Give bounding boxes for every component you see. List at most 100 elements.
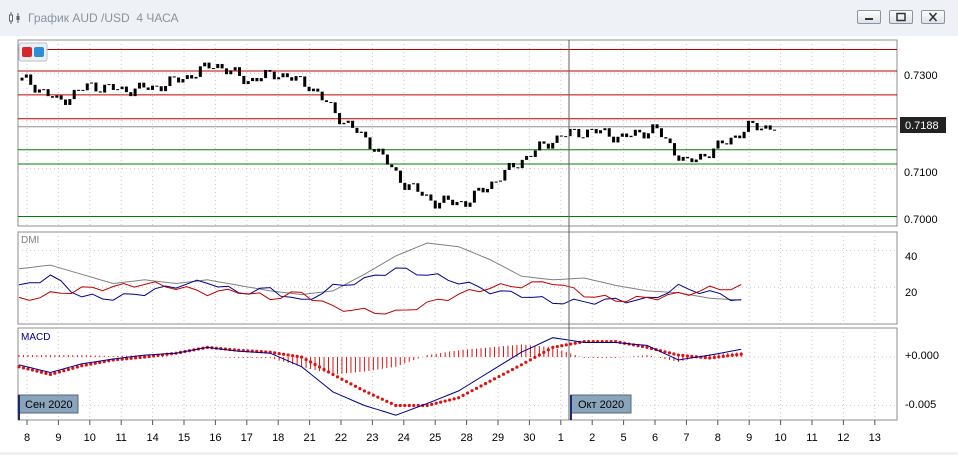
macd-signal-dot xyxy=(479,384,483,388)
candle-body xyxy=(359,131,363,133)
price-tick-1: 0.7100 xyxy=(904,167,938,179)
candle-body xyxy=(551,142,555,149)
chart-svg[interactable]: 0.7300 0.7100 0.7000 0.7188 DMI 40 20 MA… xyxy=(0,36,958,452)
current-price-badge xyxy=(900,117,946,133)
macd-signal-dot xyxy=(483,382,488,386)
dmi-pane[interactable] xyxy=(17,231,898,325)
candle-body xyxy=(85,83,89,91)
macd-signal-dot xyxy=(663,350,667,354)
date-label-sep: Сен 2020 xyxy=(25,399,73,411)
restore-icon xyxy=(896,12,906,22)
candle-body xyxy=(533,150,537,157)
candle-body xyxy=(459,201,463,203)
macd-signal-dot xyxy=(430,402,434,406)
x-tick-label: 9 xyxy=(55,432,61,444)
dmi-label: DMI xyxy=(21,235,39,246)
candle-body xyxy=(590,128,594,130)
candle-body xyxy=(120,86,124,90)
chart-area[interactable]: 0.7300 0.7100 0.7000 0.7188 DMI 40 20 MA… xyxy=(0,36,958,452)
candle-body xyxy=(612,136,616,143)
macd-signal-dot xyxy=(560,344,564,348)
candle-body xyxy=(346,120,350,123)
candle-body xyxy=(755,122,759,131)
candle-body xyxy=(394,167,398,171)
macd-signal-dot xyxy=(703,356,707,360)
x-tick-label: 13 xyxy=(869,432,881,444)
candle-body xyxy=(512,162,516,168)
macd-main-line xyxy=(18,337,742,416)
candle-body xyxy=(364,131,368,138)
candle-body xyxy=(681,156,685,161)
candle-body xyxy=(699,153,703,160)
red-square-icon[interactable] xyxy=(22,47,32,57)
candle-body xyxy=(33,84,37,93)
candle-body xyxy=(72,89,76,100)
candle-body xyxy=(625,133,629,138)
candle-body xyxy=(442,195,446,203)
macd-signal-dot xyxy=(282,352,286,356)
macd-signal-dot xyxy=(515,365,519,369)
candle-body xyxy=(198,66,202,77)
macd-signal-dot xyxy=(685,354,689,358)
candle-body xyxy=(603,128,607,131)
macd-signal-dot xyxy=(555,344,559,349)
macd-signal-dot xyxy=(492,377,497,381)
candle-body xyxy=(664,137,668,139)
macd-signal-dot xyxy=(129,356,133,360)
candle-body xyxy=(177,77,181,83)
macd-signal-dot xyxy=(497,374,501,379)
macd-signal-dot xyxy=(439,400,443,404)
candle-body xyxy=(159,86,163,92)
blue-square-icon[interactable] xyxy=(34,47,44,57)
x-tick-label: 22 xyxy=(335,432,347,444)
macd-signal-dot xyxy=(640,344,645,349)
x-tick-label: 23 xyxy=(366,432,378,444)
candle-body xyxy=(124,86,128,93)
price-pane[interactable] xyxy=(17,39,898,227)
x-axis: 8 9 10 11 14 15 16 17 18 21 22 23 24 25 28 29 30 1 2 5 6 7 8 9 1… xyxy=(24,420,881,444)
x-tick-label: 30 xyxy=(523,432,535,444)
candle-body xyxy=(316,88,320,92)
x-tick-label: 5 xyxy=(621,432,627,444)
candle-body xyxy=(655,124,659,129)
macd-signal-dot xyxy=(528,358,532,362)
macd-signal-dot xyxy=(533,355,537,359)
candle-body xyxy=(525,155,529,160)
candle-body xyxy=(555,135,559,143)
candle-body xyxy=(725,143,729,145)
macd-signal-dot xyxy=(564,343,568,347)
candle-body xyxy=(481,187,485,193)
candle-body xyxy=(242,75,246,85)
dmi-tick-1: 20 xyxy=(905,287,917,299)
macd-label: MACD xyxy=(21,332,50,343)
candle-body xyxy=(338,113,342,125)
candle-body xyxy=(429,194,433,201)
candle-body xyxy=(507,162,511,170)
macd-signal-dot xyxy=(340,377,344,381)
candle-body xyxy=(546,143,550,149)
candle-body xyxy=(538,141,542,151)
macd-signal-dot xyxy=(44,371,48,375)
macd-signal-dot xyxy=(322,367,326,372)
candle-body xyxy=(638,129,642,133)
candle-body xyxy=(385,154,389,165)
candle-body xyxy=(20,77,24,81)
macd-signal-dot xyxy=(358,386,362,391)
macd-signal-dot xyxy=(690,354,694,358)
x-tick-label: 10 xyxy=(774,432,786,444)
macd-signal-dot xyxy=(71,366,75,370)
candle-body xyxy=(325,100,328,103)
macd-signal-dot xyxy=(93,361,97,365)
macd-pane[interactable] xyxy=(17,327,898,421)
minimize-button[interactable] xyxy=(857,10,881,24)
x-tick-label: 8 xyxy=(715,432,721,444)
candle-body xyxy=(485,188,489,193)
candle-body xyxy=(412,183,415,185)
macd-signal-dot xyxy=(506,370,510,374)
candle-body xyxy=(111,84,115,90)
x-tick-label: 17 xyxy=(241,432,253,444)
candle-body xyxy=(224,68,228,75)
close-button[interactable] xyxy=(921,10,945,24)
restore-button[interactable] xyxy=(889,10,913,24)
candle-body xyxy=(760,128,763,131)
